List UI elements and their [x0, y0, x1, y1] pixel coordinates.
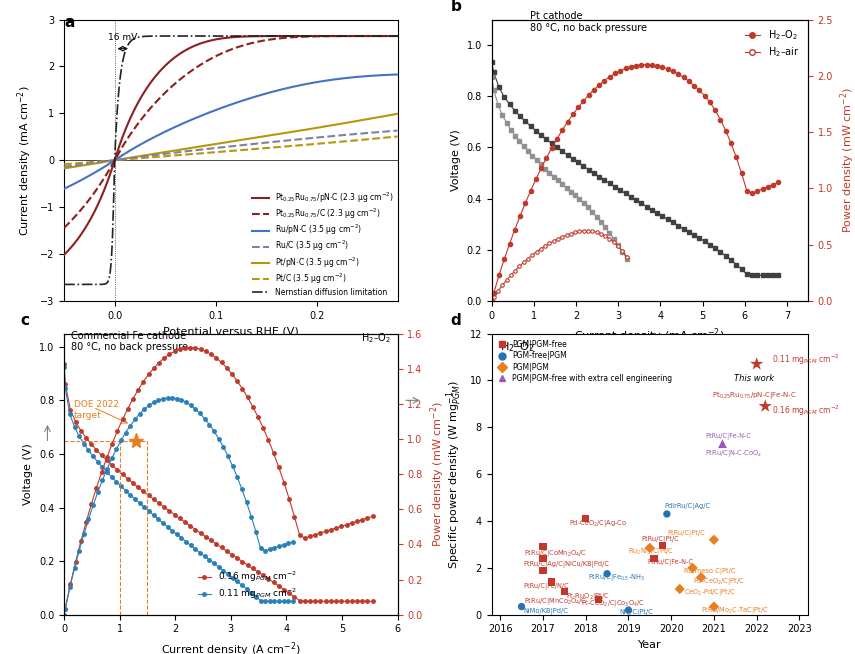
Point — [536, 542, 550, 552]
0.16 mg$_{PGM}$ cm$^{-2}$ — [331, 598, 341, 606]
Text: PtRu/C|Fe/N/C: PtRu/C|Fe/N/C — [523, 583, 569, 590]
Line: 0.11 mg$_{PGM}$ cm$^{-2}$: 0.11 mg$_{PGM}$ cm$^{-2}$ — [62, 366, 295, 603]
X-axis label: Year: Year — [638, 640, 662, 650]
Text: CeO$_2$-Pd/C|Pt/C: CeO$_2$-Pd/C|Pt/C — [684, 587, 736, 598]
Point — [600, 568, 614, 579]
Text: Pt cathode
80 °C, no back pressure: Pt cathode 80 °C, no back pressure — [529, 11, 646, 33]
Text: PtRu/C|N-C-CoO$_x$: PtRu/C|N-C-CoO$_x$ — [705, 449, 763, 459]
Text: Ru$_2$Ni$_3$/C|Pt/C: Ru$_2$Ni$_3$/C|Pt/C — [628, 546, 675, 557]
Text: NiMo/KB|Pd/C: NiMo/KB|Pd/C — [523, 608, 569, 615]
Point — [758, 401, 772, 411]
0.16 mg$_{PGM}$ cm$^{-2}$ — [221, 547, 232, 555]
Legend: PGM|PGM-free, PGM-free|PGM, PGM|PGM, PGM|PGM-free with extra cell engineering: PGM|PGM-free, PGM-free|PGM, PGM|PGM, PGM… — [498, 340, 673, 383]
Text: 0.16 mg$_{PGM}$ cm$^{-2}$: 0.16 mg$_{PGM}$ cm$^{-2}$ — [771, 404, 839, 418]
Point — [750, 359, 764, 370]
0.11 mg$_{PGM}$ cm$^{-2}$ — [288, 598, 298, 606]
Point — [647, 553, 661, 564]
Point — [707, 534, 721, 545]
Text: c: c — [21, 313, 30, 328]
Point — [660, 509, 674, 519]
Point — [557, 586, 571, 596]
Text: PtRu/C|Pt/C: PtRu/C|Pt/C — [641, 536, 679, 543]
0.11 mg$_{PGM}$ cm$^{-2}$ — [209, 559, 219, 567]
Text: H$_2$–O$_2$: H$_2$–O$_2$ — [500, 340, 534, 354]
Text: Ni@C|Pt/C: Ni@C|Pt/C — [620, 608, 653, 616]
0.11 mg$_{PGM}$ cm$^{-2}$ — [223, 570, 233, 578]
Point — [515, 601, 528, 611]
0.16 mg$_{PGM}$ cm$^{-2}$ — [243, 561, 253, 569]
Point — [592, 594, 605, 605]
Point — [673, 584, 687, 594]
Point — [579, 513, 593, 524]
0.11 mg$_{PGM}$ cm$^{-2}$ — [125, 491, 135, 499]
Point — [686, 562, 699, 573]
0.11 mg$_{PGM}$ cm$^{-2}$ — [130, 495, 140, 503]
Legend: H$_2$–O$_2$, H$_2$–air: H$_2$–O$_2$, H$_2$–air — [741, 24, 803, 63]
Y-axis label: Voltage (V): Voltage (V) — [451, 129, 461, 191]
Text: Commercial Fe cathode
80 °C, no back pressure: Commercial Fe cathode 80 °C, no back pre… — [71, 331, 188, 353]
Text: PtRu/C|Fe$_{0.5}$-NH$_3$: PtRu/C|Fe$_{0.5}$-NH$_3$ — [587, 572, 645, 583]
Text: PdIrRu/C|Ag/C: PdIrRu/C|Ag/C — [664, 503, 711, 510]
Text: b: b — [451, 0, 462, 14]
Text: Pt-RuO$_2$|Pt/C: Pt-RuO$_2$|Pt/C — [566, 591, 610, 602]
Text: PtRu/Mo$_2$C-TaC|Pt/C: PtRu/Mo$_2$C-TaC|Pt/C — [701, 605, 769, 616]
Text: PtRu/C|CoMn$_2$O$_4$/C: PtRu/C|CoMn$_2$O$_4$/C — [523, 548, 587, 559]
0.11 mg$_{PGM}$ cm$^{-2}$ — [107, 473, 117, 481]
0.16 mg$_{PGM}$ cm$^{-2}$ — [117, 470, 127, 478]
Point — [545, 577, 558, 587]
Line: 0.16 mg$_{PGM}$ cm$^{-2}$: 0.16 mg$_{PGM}$ cm$^{-2}$ — [62, 362, 374, 603]
Y-axis label: Power density (mW cm$^{-2}$): Power density (mW cm$^{-2}$) — [428, 401, 447, 547]
Point — [716, 438, 729, 449]
Point — [656, 540, 669, 551]
0.16 mg$_{PGM}$ cm$^{-2}$ — [368, 598, 378, 606]
Text: Pd-CeO$_2$/C|Ag-Co: Pd-CeO$_2$/C|Ag-Co — [569, 517, 627, 528]
Point — [694, 572, 708, 583]
Text: 0.11 mg$_{PGM}$ cm$^{-2}$: 0.11 mg$_{PGM}$ cm$^{-2}$ — [771, 352, 839, 366]
Text: a: a — [64, 14, 74, 29]
Point — [643, 543, 657, 553]
Text: Ru/meso C|Pt/C: Ru/meso C|Pt/C — [684, 568, 735, 575]
0.11 mg$_{PGM}$ cm$^{-2}$ — [59, 363, 69, 371]
0.16 mg$_{PGM}$ cm$^{-2}$ — [164, 507, 174, 515]
Text: PtRu/C|Fe-N-C: PtRu/C|Fe-N-C — [705, 433, 752, 440]
0.16 mg$_{PGM}$ cm$^{-2}$ — [300, 598, 310, 606]
0.11 mg$_{PGM}$ cm$^{-2}$ — [260, 598, 270, 606]
Text: PtRu/C|MnCo$_2$O$_4$/C: PtRu/C|MnCo$_2$O$_4$/C — [523, 596, 587, 607]
0.16 mg$_{PGM}$ cm$^{-2}$ — [59, 360, 69, 368]
Text: Pd-CeO$_2$/C|Pt/C: Pd-CeO$_2$/C|Pt/C — [693, 576, 745, 587]
Text: 16 mV: 16 mV — [108, 33, 138, 42]
0.16 mg$_{PGM}$ cm$^{-2}$ — [128, 479, 139, 487]
Y-axis label: Power density (mW cm$^{-2}$): Power density (mW cm$^{-2}$) — [839, 87, 855, 233]
0.11 mg$_{PGM}$ cm$^{-2}$ — [283, 598, 293, 606]
Legend: Pt$_{0.25}$Ru$_{0.75}$/pN$\cdot$C (2.3 μg cm$^{-2}$), Pt$_{0.25}$Ru$_{0.75}$/C (: Pt$_{0.25}$Ru$_{0.75}$/pN$\cdot$C (2.3 μ… — [252, 190, 394, 297]
Y-axis label: Specific power density (W mg$_{PGM}^{-1}$): Specific power density (W mg$_{PGM}^{-1}… — [445, 379, 464, 569]
Text: Pt$_{0.25}$Ru$_{0.75}$/pN-C|Fe-N-C: Pt$_{0.25}$Ru$_{0.75}$/pN-C|Fe-N-C — [712, 390, 797, 401]
Point — [622, 605, 635, 615]
Text: d: d — [451, 313, 461, 328]
X-axis label: Potential versus RHE (V): Potential versus RHE (V) — [163, 326, 298, 336]
Point — [536, 553, 550, 564]
Point — [536, 565, 550, 576]
Y-axis label: Current density (mA cm$^{-2}$): Current density (mA cm$^{-2}$) — [16, 85, 34, 235]
Text: PtRu/C|Ag/C|NiCu/KB|Pd/C: PtRu/C|Ag/C|NiCu/KB|Pd/C — [523, 560, 610, 568]
Text: PtRu/C|Fe-N-C: PtRu/C|Fe-N-C — [648, 559, 693, 566]
Text: H$_2$–O$_2$: H$_2$–O$_2$ — [361, 331, 391, 345]
Point — [707, 601, 721, 611]
Legend: 0.16 mg$_{PGM}$ cm$^{-2}$, 0.11 mg$_{PGM}$ cm$^{-2}$: 0.16 mg$_{PGM}$ cm$^{-2}$, 0.11 mg$_{PGM… — [194, 566, 301, 604]
Text: DOE 2022
target: DOE 2022 target — [74, 400, 119, 420]
X-axis label: Current density (mA cm$^{-2}$): Current density (mA cm$^{-2}$) — [575, 326, 725, 345]
Y-axis label: Voltage (V): Voltage (V) — [23, 443, 33, 505]
Text: PtRu/C|Pt/C: PtRu/C|Pt/C — [667, 530, 705, 537]
X-axis label: Current density (A cm$^{-2}$): Current density (A cm$^{-2}$) — [161, 640, 301, 654]
Text: This work: This work — [734, 373, 775, 383]
Text: Pt-CeO$_2$/C|Co$_3$O$_4$/C: Pt-CeO$_2$/C|Co$_3$O$_4$/C — [581, 598, 646, 609]
